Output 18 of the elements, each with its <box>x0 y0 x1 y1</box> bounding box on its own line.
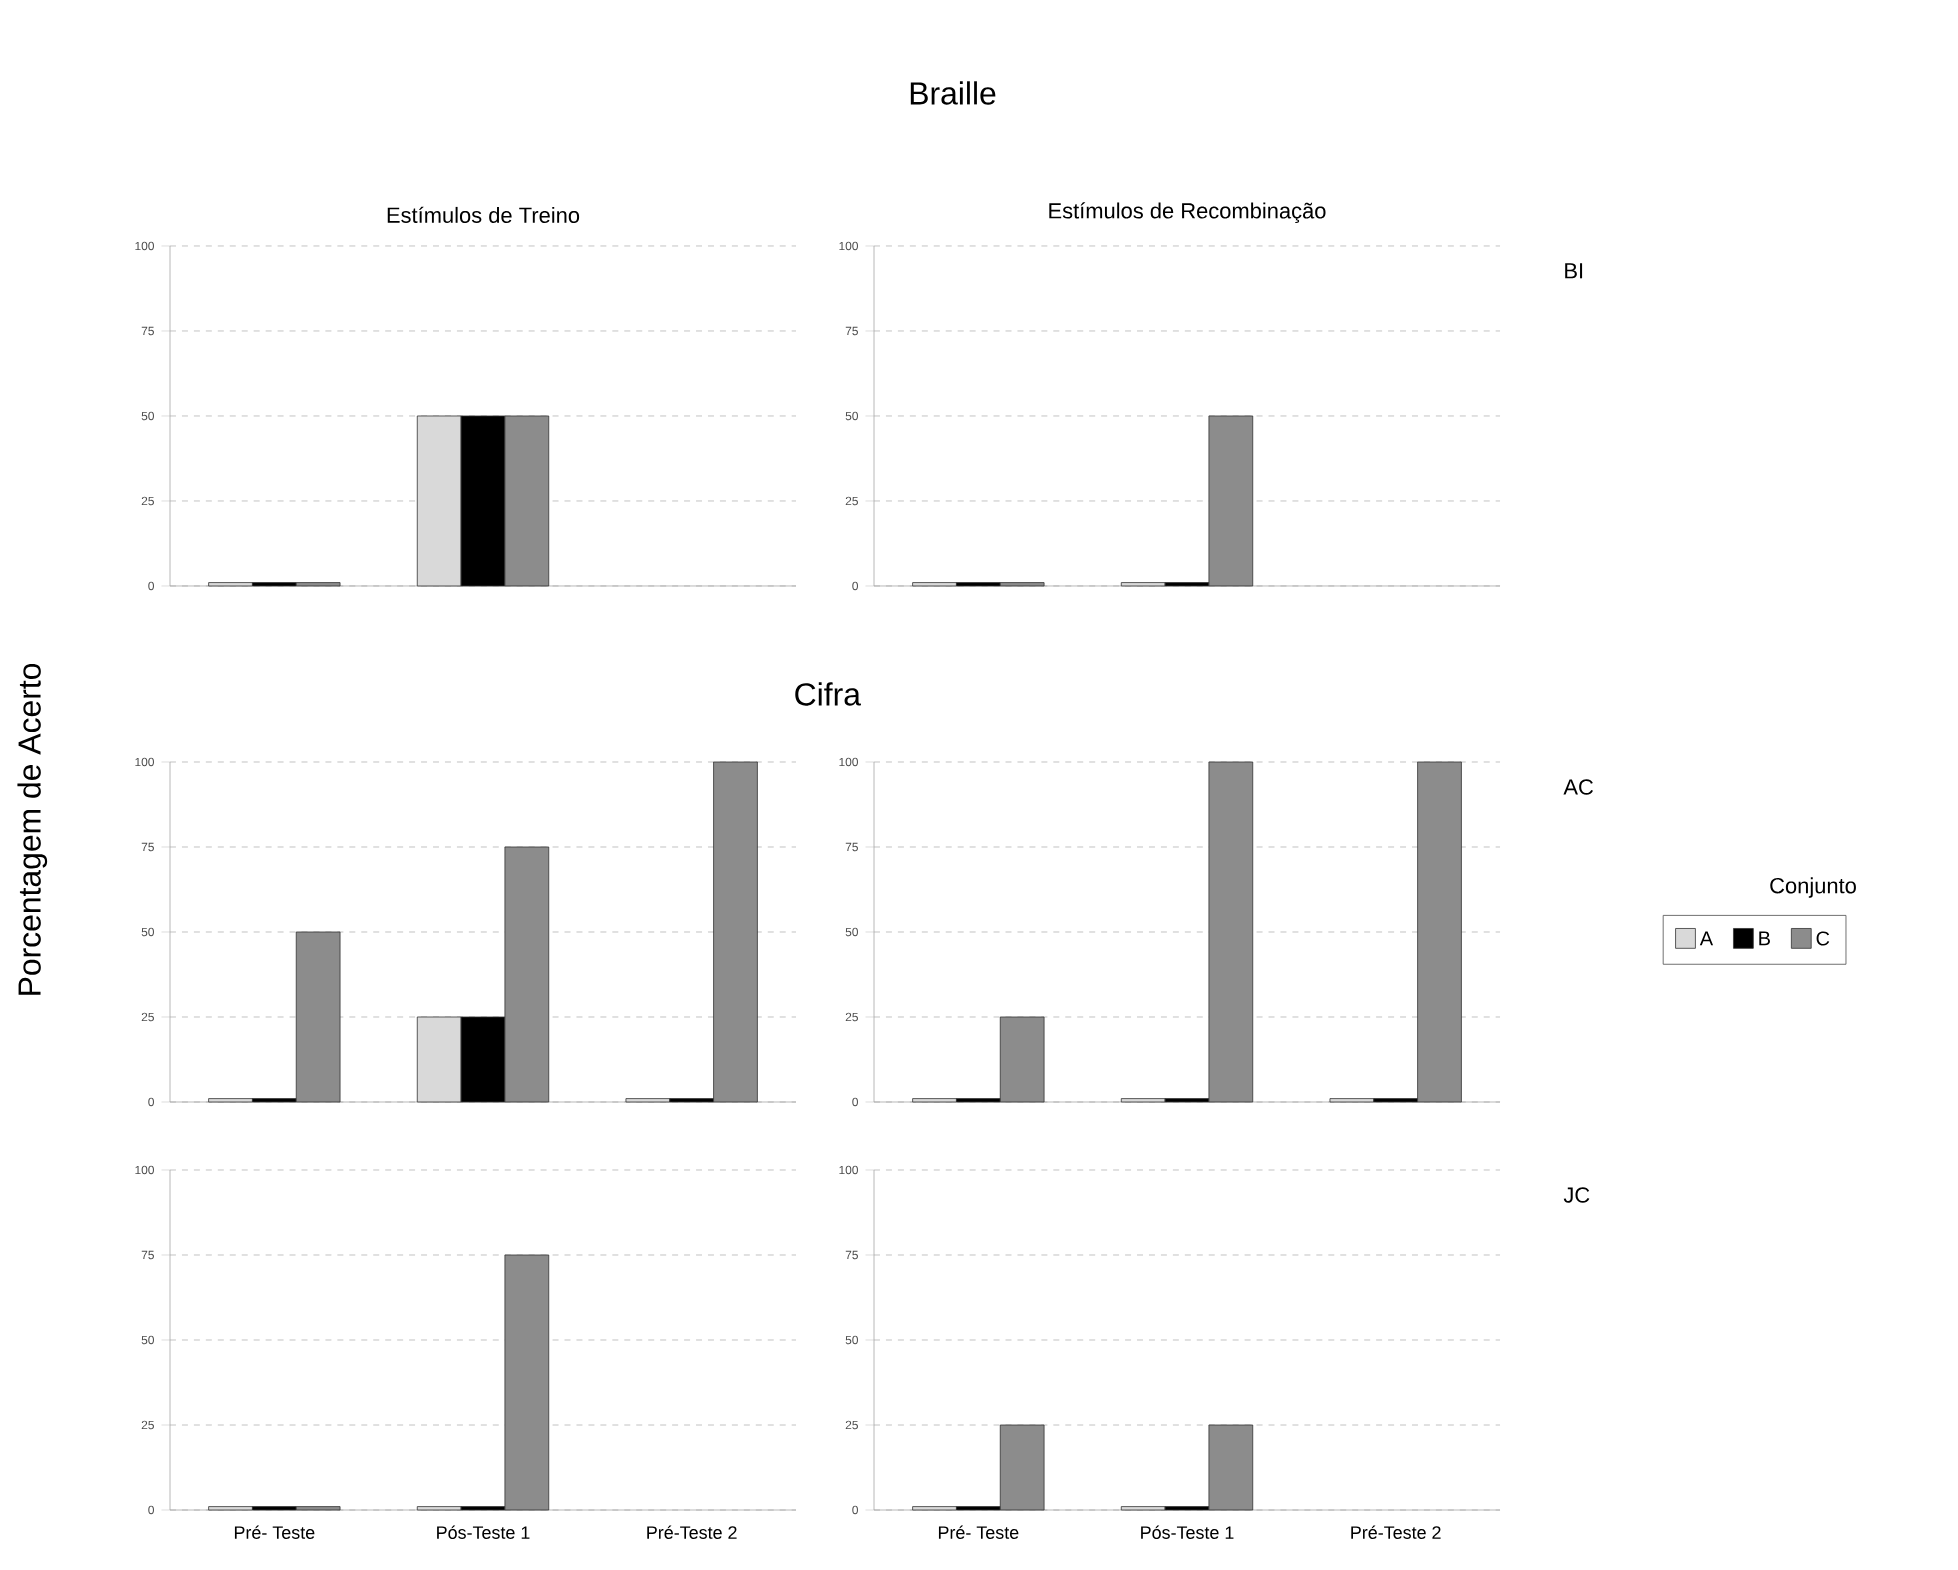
legend-label: C <box>1816 931 1830 946</box>
x-tick-label: Pré- Teste <box>938 1525 1019 1539</box>
legend-label: A <box>1699 931 1714 946</box>
text: Cifra <box>795 682 861 706</box>
x-tick-label: Pré-Teste 2 <box>1351 1525 1441 1539</box>
y-axis-title: Porcentagem de Acerto <box>17 663 48 995</box>
text: Braille <box>910 81 996 105</box>
x-tick-label: Pós-Teste 1 <box>437 1525 530 1539</box>
legend-label: B <box>1759 931 1770 946</box>
text: BI <box>1565 263 1583 279</box>
chart-title: Estímulos de Treino <box>387 206 580 223</box>
legend-title: Conjunto <box>1770 877 1856 898</box>
x-tick-label: Pós-Teste 1 <box>1141 1525 1234 1539</box>
chart-title: Estímulos de Recombinação <box>1049 202 1326 223</box>
text: JC <box>1563 1187 1590 1203</box>
x-tick-label: Pré-Teste 2 <box>647 1525 737 1539</box>
x-tick-label: Pré- Teste <box>234 1525 315 1539</box>
text: AC <box>1563 779 1594 795</box>
